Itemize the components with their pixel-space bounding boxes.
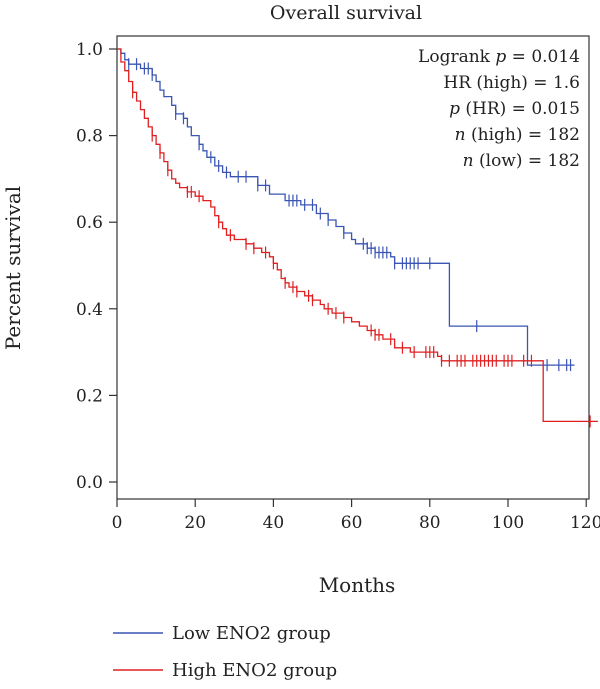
x-axis: 0 20 40 60 80 100 120 [112,499,600,533]
stat-line: n (low) = 182 [463,151,580,171]
y-tick-label: 0.8 [76,127,103,147]
y-axis-label: Percent survival [1,186,25,350]
plot-frame [116,35,590,500]
legend-label: High ENO2 group [172,660,337,681]
stat-line: HR (high) = 1.6 [443,73,580,93]
stats-annotations: Logrank p = 0.014 HR (high) = 1.6 p (HR) =… [418,47,580,171]
series-layer [117,48,598,428]
series-low [117,48,575,372]
chart-title: Overall survival [270,2,422,24]
stat-line: n (high) = 182 [455,125,580,145]
legend: Low ENO2 group High ENO2 group [113,623,337,681]
x-tick-label: 120 [570,513,600,533]
y-tick-label: 1.0 [76,40,103,60]
x-tick-label: 60 [341,513,363,533]
legend-label: Low ENO2 group [172,623,331,644]
y-axis: 0.0 0.2 0.4 0.6 0.8 1.0 [76,40,117,493]
y-tick-label: 0.6 [76,213,103,233]
stat-line: p (HR) = 0.015 [449,99,580,119]
stat-line: Logrank p = 0.014 [418,47,580,67]
y-tick-label: 0.4 [76,300,103,320]
x-tick-label: 0 [112,513,123,533]
x-axis-label: Months [319,573,396,597]
x-tick-label: 80 [419,513,441,533]
series-high [117,48,598,428]
y-tick-label: 0.2 [76,386,103,406]
x-tick-label: 40 [263,513,285,533]
y-tick-label: 0.0 [76,473,103,493]
x-tick-label: 20 [184,513,206,533]
x-tick-label: 100 [492,513,524,533]
